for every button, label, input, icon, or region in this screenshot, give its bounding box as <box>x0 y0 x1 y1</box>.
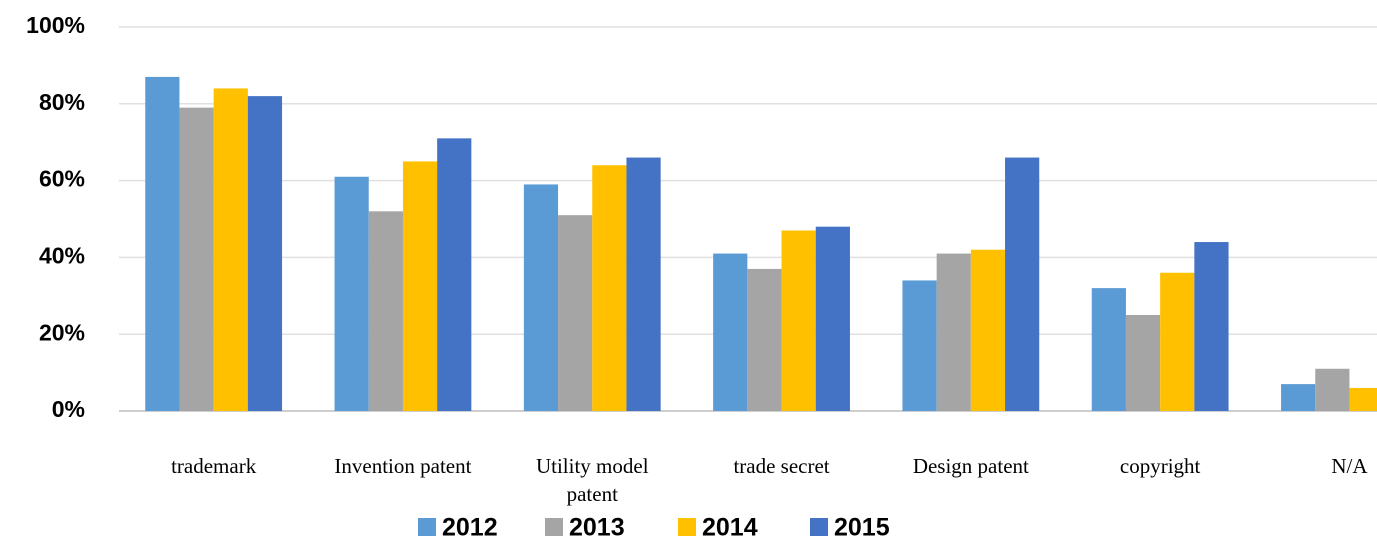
bar <box>334 176 369 411</box>
y-tick-label: 0% <box>52 396 85 422</box>
legend-swatch <box>545 518 563 536</box>
bar <box>1349 387 1377 411</box>
bar <box>936 253 971 411</box>
legend-label: 2013 <box>569 514 625 542</box>
legend-label: 2015 <box>834 514 890 542</box>
y-tick-label: 80% <box>39 89 85 115</box>
bar <box>815 226 850 411</box>
bar <box>179 107 214 411</box>
x-tick-label: Design patent <box>912 454 1029 478</box>
bar <box>1125 315 1161 411</box>
bar <box>1160 272 1195 411</box>
legend-swatch <box>418 518 436 536</box>
bar <box>713 253 748 411</box>
x-tick-label: N/A <box>1331 454 1368 478</box>
x-tick-label: trademark <box>171 454 257 478</box>
bar <box>626 157 661 411</box>
bar <box>1194 242 1229 411</box>
bar <box>437 138 472 412</box>
y-tick-label: 20% <box>39 319 85 345</box>
bar <box>1281 384 1316 411</box>
y-tick-label: 100% <box>26 12 85 38</box>
bar <box>247 96 283 412</box>
bar <box>145 76 180 412</box>
bar <box>523 184 559 411</box>
bar <box>1091 288 1126 411</box>
bar <box>402 161 438 411</box>
x-tick-label: Invention patent <box>334 454 472 478</box>
legend-label: 2014 <box>702 514 758 542</box>
y-tick-label: 40% <box>39 242 85 268</box>
legend-swatch <box>810 518 828 536</box>
legend-label: 2012 <box>442 514 498 542</box>
bar <box>747 268 782 411</box>
bar <box>781 230 816 411</box>
legend-swatch <box>678 518 696 536</box>
bar <box>213 88 248 411</box>
bar <box>970 249 1006 411</box>
bar <box>558 215 593 411</box>
bar <box>368 211 403 411</box>
bar <box>1005 157 1040 411</box>
y-tick-label: 60% <box>39 166 85 192</box>
x-tick-label: copyright <box>1119 454 1201 478</box>
bar <box>592 165 627 411</box>
bar <box>1315 368 1350 411</box>
x-tick-label: trade secret <box>733 454 830 478</box>
x-tick-label: Utility model patent <box>535 454 649 506</box>
bar <box>902 280 937 411</box>
